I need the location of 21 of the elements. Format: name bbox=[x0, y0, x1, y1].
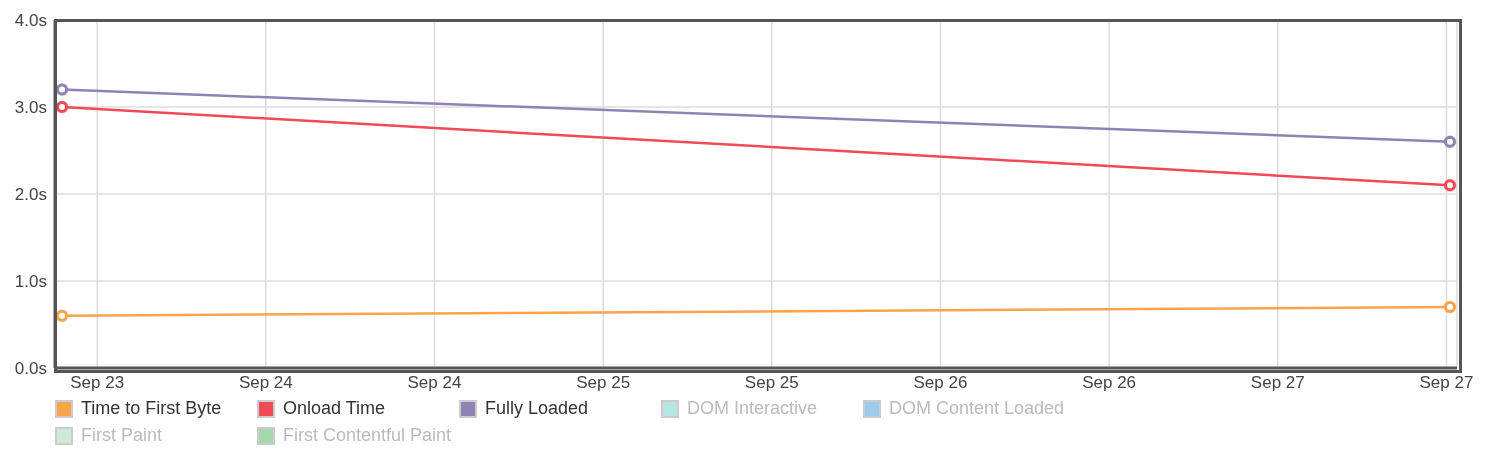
y-tick-label: 0.0s bbox=[14, 359, 47, 379]
legend-label: Fully Loaded bbox=[484, 398, 590, 419]
x-tick-label: Sep 24 bbox=[238, 373, 293, 393]
y-tick-label: 2.0s bbox=[14, 185, 47, 205]
x-tick-label: Sep 23 bbox=[70, 373, 125, 393]
y-tick-label: 1.0s bbox=[14, 272, 47, 292]
legend-label: Time to First Byte bbox=[80, 398, 223, 419]
legend-label: DOM Interactive bbox=[686, 398, 819, 419]
x-tick-label: Sep 27 bbox=[1419, 373, 1474, 393]
x-tick-label: Sep 27 bbox=[1250, 373, 1305, 393]
y-tick-label: 3.0s bbox=[14, 98, 47, 118]
x-tick-label: Sep 26 bbox=[913, 373, 968, 393]
legend-label: First Paint bbox=[80, 425, 164, 446]
x-tick-label: Sep 25 bbox=[576, 373, 631, 393]
legend-label: DOM Content Loaded bbox=[888, 398, 1065, 419]
x-tick-label: Sep 26 bbox=[1082, 373, 1137, 393]
x-tick-label: Sep 25 bbox=[744, 373, 799, 393]
legend-label: Onload Time bbox=[282, 398, 387, 419]
legend-label: First Contentful Paint bbox=[282, 425, 452, 446]
x-tick-label: Sep 24 bbox=[407, 373, 462, 393]
y-tick-label: 4.0s bbox=[14, 11, 47, 31]
